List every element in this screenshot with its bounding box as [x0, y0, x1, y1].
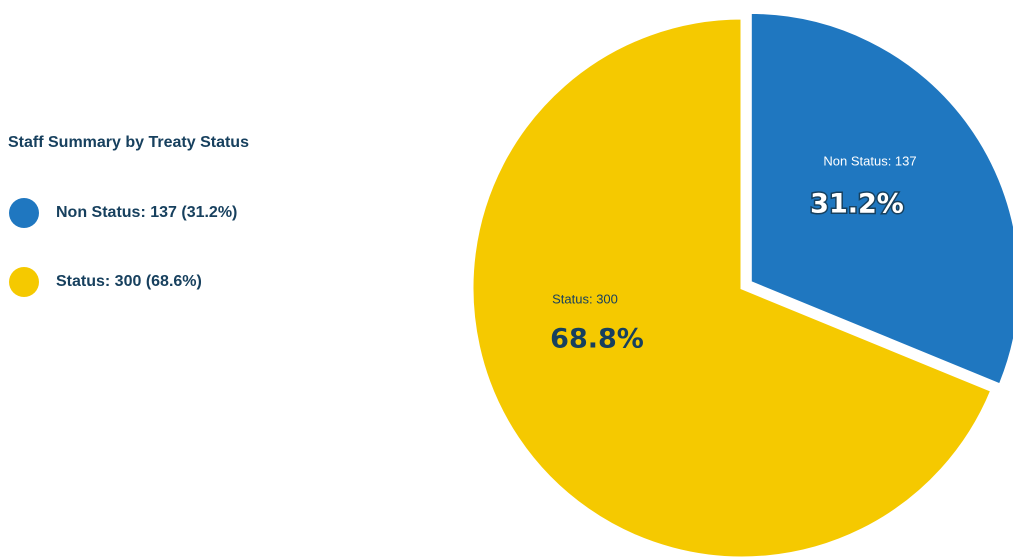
legend-label: Non Status: 137 (31.2%): [56, 204, 237, 221]
chart-title: Staff Summary by Treaty Status: [8, 134, 249, 151]
slice-label: Status: 300: [552, 291, 618, 306]
legend-swatch: [9, 267, 39, 297]
slice-label: Non Status: 137: [823, 153, 916, 168]
legend-label: Status: 300 (68.6%): [56, 273, 202, 290]
slice-percent: 31.2%: [810, 189, 904, 220]
legend-swatch: [9, 198, 39, 228]
pie-slice: [470, 16, 994, 558]
pie-slice: [748, 10, 1013, 387]
slice-percent: 68.8%: [550, 324, 644, 355]
